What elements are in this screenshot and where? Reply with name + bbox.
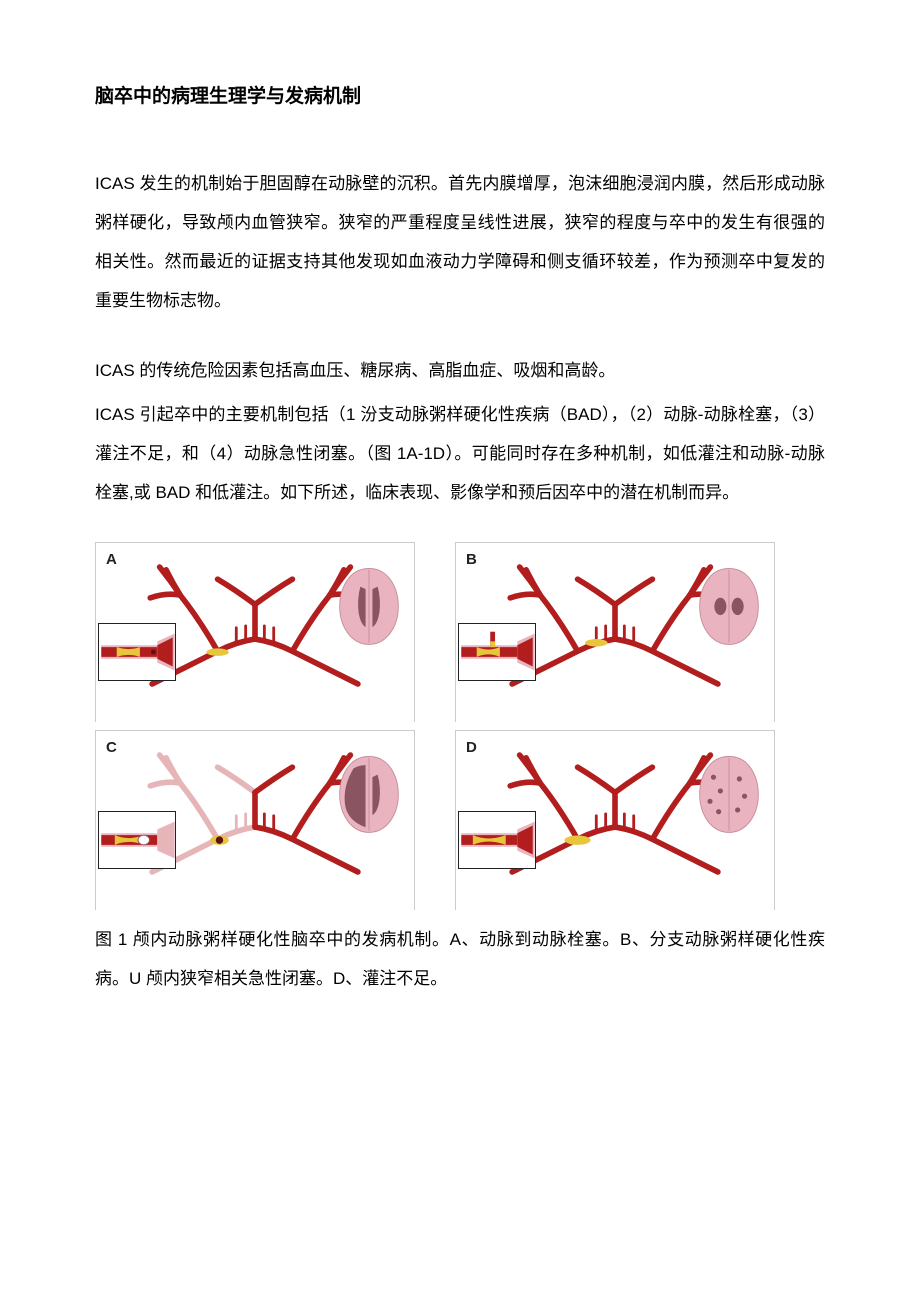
inset-box <box>98 623 176 681</box>
panel-illustration <box>104 741 406 900</box>
artery-closeup-icon <box>99 624 175 680</box>
artery-closeup-icon <box>459 812 535 868</box>
document-page: 脑卒中的病理生理学与发病机制 ICAS 发生的机制始于胆固醇在动脉壁的沉积。首先… <box>0 0 920 1073</box>
panel-illustration <box>464 553 766 712</box>
brain-icon <box>694 753 764 835</box>
figure-panel-c: C <box>95 730 415 910</box>
figure-caption: 图 1 颅内动脉粥样硬化性脑卒中的发病机制。A、动脉到动脉栓塞。B、分支动脉粥样… <box>95 920 825 998</box>
inset-box <box>458 623 536 681</box>
figure-panel-b: B <box>455 542 775 722</box>
brain-icon <box>334 565 404 647</box>
artery-closeup-icon <box>99 812 175 868</box>
brain-icon <box>694 565 764 647</box>
inset-box <box>458 811 536 869</box>
figure-1: A <box>95 542 825 998</box>
brain-icon <box>334 753 404 835</box>
panel-illustration <box>104 553 406 712</box>
inset-box <box>98 811 176 869</box>
artery-closeup-icon <box>459 624 535 680</box>
panel-illustration <box>464 741 766 900</box>
figure-panel-a: A <box>95 542 415 722</box>
paragraph-1: ICAS 发生的机制始于胆固醇在动脉壁的沉积。首先内膜增厚，泡沫细胞浸润内膜，然… <box>95 164 825 320</box>
figure-panel-grid: A <box>95 542 775 910</box>
figure-panel-d: D <box>455 730 775 910</box>
page-title: 脑卒中的病理生理学与发病机制 <box>95 80 825 114</box>
paragraph-3: ICAS 引起卒中的主要机制包括（1 汾支动脉粥样硬化性疾病（BAD），（2）动… <box>95 395 825 512</box>
paragraph-2: ICAS 的传统危险因素包括高血压、糖尿病、高脂血症、吸烟和高龄。 <box>95 351 825 390</box>
